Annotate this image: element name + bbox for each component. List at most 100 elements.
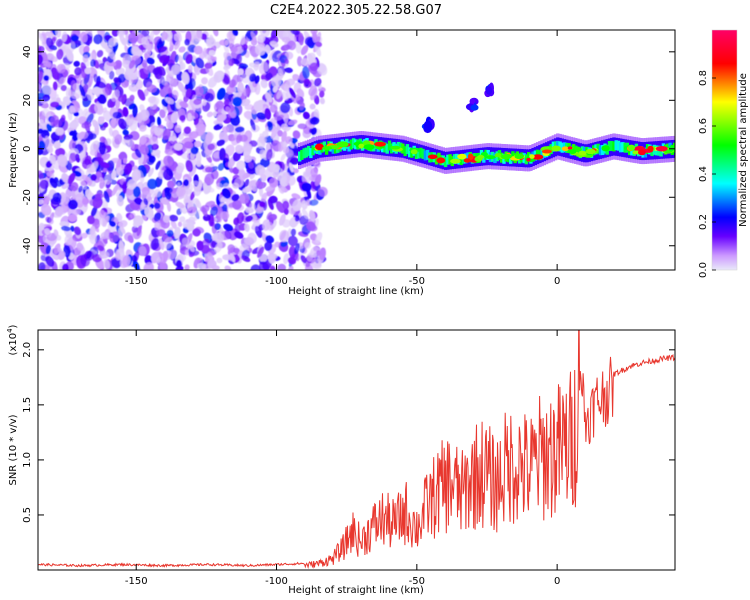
noise-cell <box>131 45 141 59</box>
noise-cell <box>112 129 120 139</box>
noise-cell <box>202 182 208 193</box>
noise-cell <box>75 193 84 202</box>
noise-cell <box>292 130 301 139</box>
noise-cell <box>122 129 129 136</box>
noise-cell <box>206 111 214 118</box>
noise-cell <box>285 149 294 158</box>
band-core <box>304 147 309 158</box>
noise-cell <box>190 191 195 201</box>
spectrogram-cells <box>38 30 328 270</box>
band-core <box>405 144 410 155</box>
noise-cell <box>296 56 303 67</box>
noise-cell <box>39 179 49 190</box>
noise-cell <box>230 46 238 53</box>
noise-cell <box>53 229 59 237</box>
noise-cell <box>260 79 268 89</box>
band-peak <box>514 153 525 159</box>
noise-cell <box>204 176 212 185</box>
noise-cell <box>188 131 199 139</box>
band-core <box>455 153 459 164</box>
band-peak <box>628 144 635 151</box>
band-core <box>464 153 468 164</box>
noise-cell <box>78 185 83 193</box>
noise-cell <box>178 46 186 53</box>
noise-cell <box>304 242 312 249</box>
noise-cell <box>90 161 99 172</box>
noise-cell <box>193 98 202 105</box>
band-core <box>309 148 313 159</box>
noise-cell <box>231 194 240 202</box>
noise-cell <box>39 119 45 127</box>
noise-cell <box>259 254 268 263</box>
noise-cell <box>183 179 190 187</box>
noise-cell <box>310 167 318 178</box>
band-core <box>434 154 439 165</box>
noise-cell <box>176 186 186 197</box>
noise-cell <box>177 221 183 227</box>
noise-cell <box>181 71 190 85</box>
noise-cell <box>310 88 318 101</box>
band-core <box>383 142 387 153</box>
band-peak <box>315 143 324 151</box>
noise-cell <box>274 110 279 117</box>
noise-cell <box>112 111 122 119</box>
spectrogram-heatmap <box>38 30 675 270</box>
noise-cell <box>91 175 97 181</box>
noise-cell <box>207 252 214 261</box>
snr-y-multiplier-base: (x10 <box>8 333 19 356</box>
noise-cell <box>260 173 267 182</box>
noise-cell <box>129 94 135 102</box>
noise-cell <box>43 75 50 81</box>
snr-panel: -150 -100 -50 0 0.5 1.0 1.5 2.0 Height of stra… <box>6 324 676 596</box>
noise-cell <box>128 84 139 92</box>
band-core <box>322 141 327 152</box>
noise-cell <box>244 237 255 246</box>
noise-cell <box>297 123 308 130</box>
noise-cell <box>294 215 300 222</box>
noise-cell <box>93 34 103 45</box>
noise-cell <box>302 111 310 120</box>
noise-cell <box>229 79 236 88</box>
band-core <box>302 148 306 159</box>
noise-cell <box>193 186 202 197</box>
noise-cell <box>167 180 175 189</box>
noise-cell <box>164 149 174 156</box>
noise-cell <box>82 197 89 205</box>
noise-cell <box>173 143 183 151</box>
noise-cell <box>122 106 129 118</box>
noise-cell <box>42 51 48 63</box>
noise-cell <box>67 214 78 223</box>
band-core <box>596 143 600 154</box>
noise-cell <box>184 38 191 46</box>
colorbar-ticks: 0.0 0.2 0.4 0.6 0.8 <box>698 70 716 278</box>
snr-y-ticks: 0.5 1.0 1.5 2.0 <box>22 342 675 523</box>
noise-cell <box>56 97 61 103</box>
noise-cell <box>62 96 71 106</box>
noise-cell <box>161 30 166 42</box>
noise-cell <box>55 179 66 187</box>
noise-cell <box>290 228 297 237</box>
noise-cell <box>225 106 231 114</box>
noise-cell <box>109 119 117 129</box>
noise-cell <box>81 174 89 181</box>
noise-cell <box>96 245 105 252</box>
noise-cell <box>106 61 117 67</box>
noise-cell <box>141 30 150 37</box>
noise-cell <box>192 180 203 187</box>
noise-cell <box>176 165 184 174</box>
noise-cell <box>243 143 253 152</box>
noise-cell <box>159 54 170 64</box>
noise-cell <box>249 73 257 83</box>
noise-cell <box>222 126 230 134</box>
noise-cell <box>290 157 299 165</box>
noise-cell <box>104 138 112 146</box>
noise-cell <box>155 160 162 170</box>
noise-cell <box>254 61 260 68</box>
band-core <box>307 145 311 156</box>
band-core <box>414 149 419 159</box>
noise-cell <box>185 88 192 98</box>
noise-cell <box>143 88 149 97</box>
noise-cell <box>70 35 79 42</box>
noise-cell <box>319 97 325 105</box>
noise-cell <box>68 152 77 164</box>
